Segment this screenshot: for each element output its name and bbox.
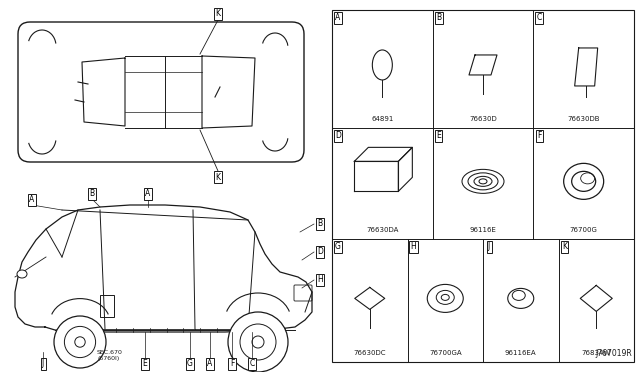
Text: 76630D: 76630D — [469, 116, 497, 122]
Text: C: C — [250, 359, 255, 369]
Text: 96116E: 96116E — [470, 227, 497, 233]
Text: F: F — [537, 131, 541, 140]
Text: 96116EA: 96116EA — [505, 350, 536, 356]
Text: 76630DC: 76630DC — [353, 350, 386, 356]
Text: D: D — [335, 131, 341, 140]
Text: E: E — [143, 359, 147, 369]
Text: 76630DB: 76630DB — [568, 116, 600, 122]
Text: K: K — [562, 242, 567, 251]
Text: F: F — [230, 359, 234, 369]
Bar — [332, 10, 634, 362]
Text: 76700G: 76700G — [570, 227, 598, 233]
Ellipse shape — [512, 291, 525, 301]
Text: K: K — [216, 173, 221, 182]
Circle shape — [54, 316, 106, 368]
Ellipse shape — [17, 270, 27, 278]
Text: A: A — [207, 359, 212, 369]
Circle shape — [228, 312, 288, 372]
Ellipse shape — [441, 294, 449, 301]
Text: C: C — [537, 13, 542, 22]
Text: G: G — [187, 359, 193, 369]
Text: K: K — [216, 10, 221, 19]
Text: A: A — [145, 189, 150, 199]
Text: J: J — [488, 242, 490, 251]
Text: J767019R: J767019R — [595, 349, 632, 358]
Text: 64891: 64891 — [371, 116, 394, 122]
Text: H: H — [317, 276, 323, 285]
Text: SEC.670
(6760I): SEC.670 (6760I) — [97, 350, 123, 361]
Text: E: E — [436, 131, 441, 140]
FancyBboxPatch shape — [18, 22, 304, 162]
Text: A: A — [29, 196, 35, 205]
Text: B: B — [317, 219, 323, 228]
Text: G: G — [335, 242, 341, 251]
Text: A: A — [335, 13, 340, 22]
Text: H: H — [411, 242, 417, 251]
Text: D: D — [317, 247, 323, 257]
Text: B: B — [436, 13, 441, 22]
Bar — [100, 295, 114, 317]
Text: 76834W: 76834W — [582, 350, 611, 356]
Text: J: J — [42, 359, 44, 369]
Text: B: B — [90, 189, 95, 199]
Text: 76700GA: 76700GA — [429, 350, 461, 356]
Text: 76630DA: 76630DA — [366, 227, 399, 233]
